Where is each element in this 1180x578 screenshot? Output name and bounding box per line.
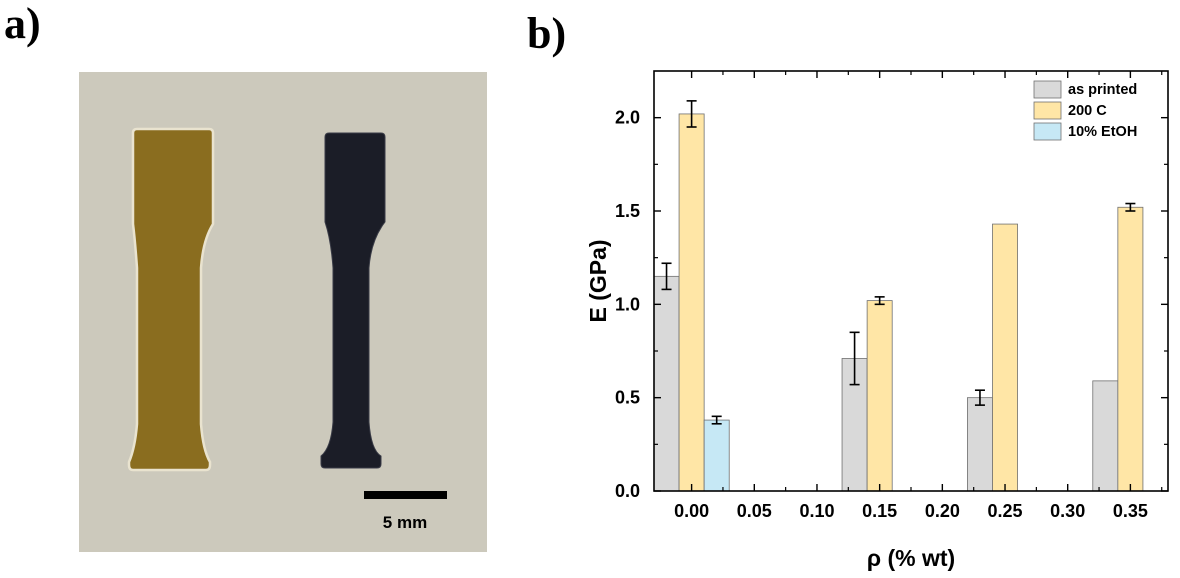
specimen-photo: 5 mm [79, 72, 487, 552]
legend-swatch [1033, 80, 1062, 99]
x-tick-label: 0.10 [799, 501, 834, 521]
panel-b-label: b) [527, 9, 567, 58]
x-axis-title: ρ (% wt) [867, 545, 955, 571]
x-tick-label: 0.30 [1050, 501, 1085, 521]
bar-200-c-0.25 [992, 223, 1018, 492]
legend-swatch [1033, 122, 1062, 141]
bar-200-c-0.15 [866, 300, 893, 492]
y-tick-label: 1.5 [615, 201, 640, 221]
x-tick-label: 0.00 [674, 501, 709, 521]
y-tick-label: 2.0 [615, 108, 640, 128]
scale-bar [364, 491, 447, 499]
error-bar [849, 331, 860, 386]
legend: as printed 200 C 10% EtOH [1033, 80, 1137, 141]
x-tick-label: 0.25 [988, 501, 1023, 521]
bar-10-etoh-0 [703, 419, 730, 492]
y-tick-label: 0.5 [615, 388, 640, 408]
x-tick-label: 0.20 [925, 501, 960, 521]
error-bar [974, 389, 985, 406]
bar-as-printed-0.25 [967, 397, 993, 492]
error-bar [1125, 202, 1136, 212]
x-tick-label: 0.05 [737, 501, 772, 521]
specimen-right-body [320, 132, 386, 469]
error-bar [711, 415, 722, 425]
bar-as-printed-0.35 [1092, 380, 1119, 492]
scale-bar-label: 5 mm [383, 513, 427, 532]
legend-label: as printed [1068, 82, 1137, 98]
panel-a-label: a) [4, 0, 41, 48]
error-bar [661, 262, 672, 291]
legend-label: 200 C [1068, 103, 1107, 119]
bar-200-c-0.35 [1117, 206, 1144, 492]
error-bar [874, 296, 885, 306]
error-bars-layer [661, 100, 1136, 425]
y-tick-label: 0.0 [615, 481, 640, 501]
error-bar [686, 100, 697, 128]
legend-label: 10% EtOH [1068, 124, 1137, 140]
y-tick-label: 1.0 [615, 294, 640, 314]
bars-layer [653, 113, 1144, 492]
y-axis-title: E (GPa) [585, 239, 611, 322]
ticks-layer: 0.00 0.05 0.10 0.15 0.20 0.25 0.30 0.35 0.0 0.5 1.… [615, 71, 1168, 521]
legend-swatch [1033, 101, 1062, 120]
bar-as-printed-0 [653, 275, 680, 492]
specimen-left-body [127, 127, 215, 472]
bar-200-c-0 [678, 113, 705, 492]
x-tick-label: 0.35 [1113, 501, 1148, 521]
x-tick-label: 0.15 [862, 501, 897, 521]
modulus-bar-chart: 0.00 0.05 0.10 0.15 0.20 0.25 0.30 0.35 0.0 0.5 1.… [585, 70, 1169, 571]
